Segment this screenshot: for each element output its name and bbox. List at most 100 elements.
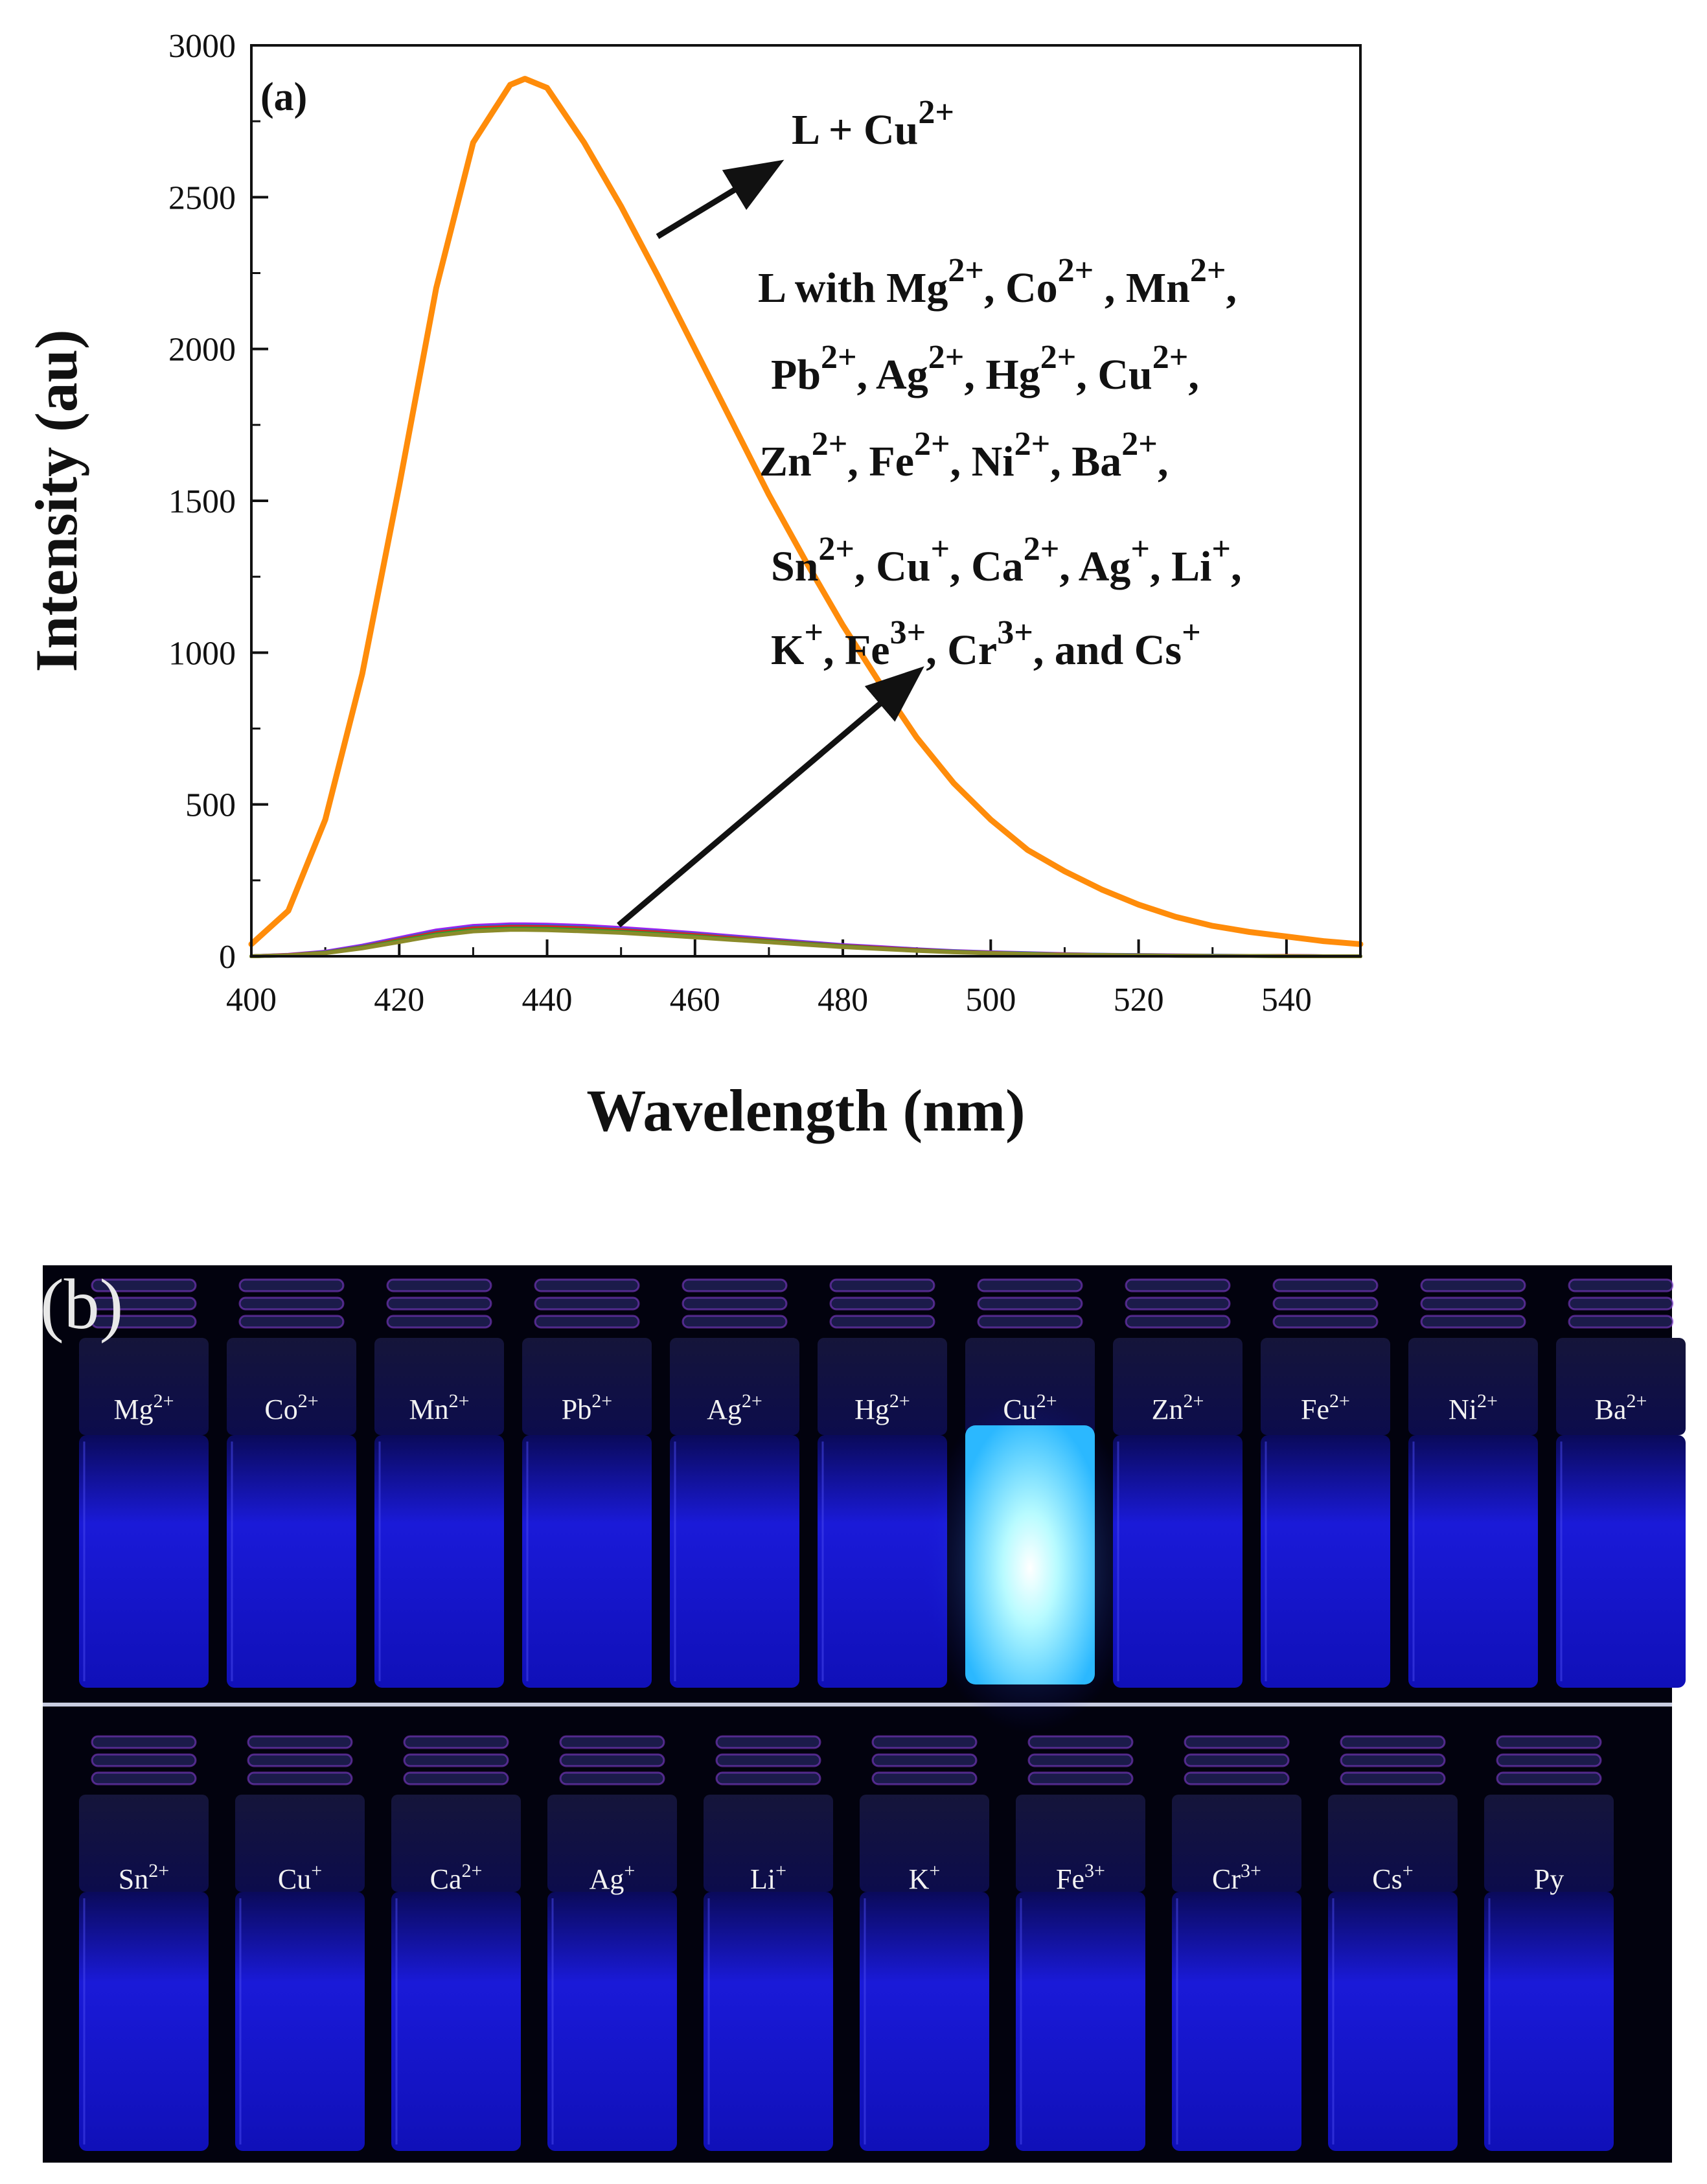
annotation-ion-list: L with Mg2+, Co2+ , Mn2+, Pb2+, Ag2+, Hg2… <box>758 252 1242 674</box>
vial-thread <box>238 1278 345 1293</box>
vial-photograph: Mg2+ Co2+ Mn2+ Pb2+ Ag2+ Hg2+ Cu2+ Zn2+ Fe2+ Ni2+… <box>40 1265 1686 2163</box>
vial-label: Sn2+ <box>119 1860 169 1895</box>
vial-thread <box>682 1296 788 1311</box>
vial-thread <box>682 1278 788 1293</box>
vial-label: Fe2+ <box>1301 1390 1350 1425</box>
vial-label: Py <box>1534 1863 1564 1895</box>
vial-thread <box>238 1315 345 1329</box>
ion-list-line: K+, Fe3+, Cr3+, and Cs+ <box>771 614 1201 674</box>
vial-mn-2plus: Mn2+ <box>374 1278 504 1688</box>
vial-upper <box>670 1338 799 1435</box>
vial-thread <box>977 1296 1083 1311</box>
vial-thread <box>1340 1771 1446 1786</box>
vial-label: Ag2+ <box>707 1390 762 1425</box>
vial-ag-2plus: Ag2+ <box>670 1278 799 1688</box>
vial-thread <box>871 1753 978 1767</box>
vial-liquid <box>818 1435 947 1688</box>
vial-thread <box>91 1753 197 1767</box>
vial-ca-2plus: Ca2+ <box>391 1735 521 2151</box>
vial-row-2: Sn2+ Cu+ Ca2+ Ag+ Li+ K+ Fe3+ Cr3+ Cs+ Py <box>79 1735 1614 2151</box>
vial-thread <box>1125 1296 1231 1311</box>
vial-thread <box>715 1753 821 1767</box>
vial-thread <box>559 1753 665 1767</box>
ion-list-line: L with Mg2+, Co2+ , Mn2+, <box>758 252 1237 312</box>
x-tick-label: 520 <box>1114 982 1164 1018</box>
vial-upper <box>522 1338 652 1435</box>
vial-upper <box>391 1795 521 1892</box>
vial-liquid <box>860 1892 989 2151</box>
series-line-2 <box>249 924 1362 958</box>
vial-liquid <box>1016 1892 1145 2151</box>
x-tick-labels: 400 420 440 460 480 500 520 540 <box>226 982 1312 1018</box>
vial-upper <box>79 1795 209 1892</box>
vial-co-2plus: Co2+ <box>227 1278 356 1688</box>
vial-mg-2plus: Mg2+ <box>79 1278 209 1688</box>
series-layer <box>248 76 1364 958</box>
vial-thread <box>1272 1278 1379 1293</box>
vial-thread <box>829 1315 935 1329</box>
vial-liquid <box>704 1892 833 2151</box>
vial-thread <box>247 1771 353 1786</box>
vial-thread <box>403 1771 509 1786</box>
vial-thread <box>1568 1315 1674 1329</box>
y-tick-label: 2000 <box>168 332 236 369</box>
x-tick-label: 400 <box>226 982 277 1018</box>
panel-label-a: (a) <box>260 75 307 119</box>
vial-label: K+ <box>909 1860 941 1895</box>
vial-liquid <box>374 1435 504 1688</box>
vial-thread <box>829 1278 935 1293</box>
vial-thread <box>1340 1753 1446 1767</box>
y-tick-label: 500 <box>185 787 236 824</box>
vial-label: Ni2+ <box>1449 1390 1498 1425</box>
x-tick-label: 440 <box>522 982 573 1018</box>
vial-liquid <box>1328 1892 1458 2151</box>
vial-thread <box>1027 1735 1134 1749</box>
vial-ni-2plus: Ni2+ <box>1408 1278 1538 1688</box>
vial-thread <box>1184 1735 1290 1749</box>
vial-thread <box>403 1735 509 1749</box>
vial-upper <box>374 1338 504 1435</box>
vial-upper <box>1484 1795 1614 1892</box>
vial-thread <box>559 1735 665 1749</box>
vial-upper <box>79 1338 209 1435</box>
vial-thread <box>559 1771 665 1786</box>
vial-liquid <box>1484 1892 1614 2151</box>
vial-thread <box>977 1315 1083 1329</box>
series-line-0 <box>248 76 1364 947</box>
vial-liquid-glowing <box>965 1425 1095 1684</box>
vial-upper <box>1113 1338 1243 1435</box>
vial-thread <box>91 1315 197 1329</box>
vial-label: Li+ <box>750 1860 786 1895</box>
vial-upper <box>818 1338 947 1435</box>
y-axis-title: Intensity (au) <box>23 329 89 672</box>
y-tick-labels: 0 500 1000 1500 2000 2500 3000 <box>168 28 236 976</box>
vial-liquid <box>547 1892 677 2151</box>
vial-thread <box>1125 1278 1231 1293</box>
vial-thread <box>1027 1753 1134 1767</box>
vial-liquid <box>227 1435 356 1688</box>
vial-thread <box>386 1278 492 1293</box>
vial-upper <box>1261 1338 1390 1435</box>
vial-thread <box>1272 1296 1379 1311</box>
vial-label: Mn2+ <box>409 1390 469 1425</box>
ion-list-line: Zn2+, Fe2+, Ni2+, Ba2+, <box>759 426 1168 485</box>
vial-thread <box>534 1296 640 1311</box>
vial-thread <box>1027 1771 1134 1786</box>
vial-thread <box>1340 1735 1446 1749</box>
vial-label: Hg2+ <box>854 1390 910 1425</box>
x-axis-title: Wavelength (nm) <box>586 1077 1025 1144</box>
vial-liquid <box>1408 1435 1538 1688</box>
vial-liquid <box>1172 1892 1301 2151</box>
vial-thread <box>1125 1315 1231 1329</box>
vial-cr-3plus: Cr3+ <box>1172 1735 1301 2151</box>
vial-thread <box>1496 1735 1602 1749</box>
vial-thread <box>871 1771 978 1786</box>
x-tick-label: 480 <box>818 982 868 1018</box>
vial-pb-2plus: Pb2+ <box>522 1278 652 1688</box>
vial-cs-plus: Cs+ <box>1328 1735 1458 2151</box>
y-tick-label: 1500 <box>168 483 236 520</box>
vial-thread <box>386 1296 492 1311</box>
annotation-arrow-other-ions <box>617 666 924 928</box>
vial-thread <box>1568 1296 1674 1311</box>
